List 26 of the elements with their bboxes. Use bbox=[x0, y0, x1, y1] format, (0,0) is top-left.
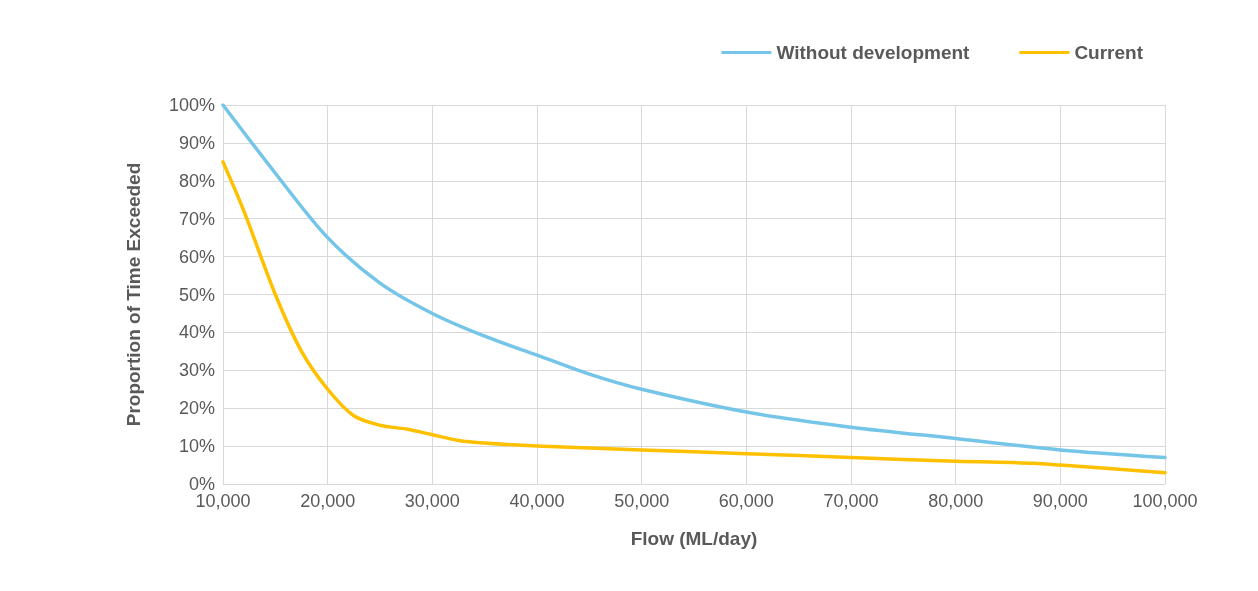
x-axis-title: Flow (ML/day) bbox=[630, 528, 758, 549]
x-tick-label: 20,000 bbox=[300, 491, 356, 511]
y-tick-label: 70% bbox=[178, 208, 215, 229]
x-tick-label: 90,000 bbox=[1032, 491, 1088, 511]
legend-label: Without development bbox=[776, 42, 971, 63]
y-tick-label: 30% bbox=[178, 360, 215, 381]
y-tick-label: 40% bbox=[178, 322, 215, 343]
y-tick-label: 10% bbox=[178, 436, 215, 457]
x-tick-label: 10,000 bbox=[195, 491, 251, 511]
x-tick-label: 100,000 bbox=[1132, 491, 1198, 511]
y-tick-label: 60% bbox=[178, 246, 215, 267]
line-series bbox=[221, 160, 1167, 475]
x-tick-label: 30,000 bbox=[404, 491, 460, 511]
y-tick-label: 50% bbox=[178, 284, 215, 305]
y-tick-label: 100% bbox=[168, 95, 215, 115]
x-tick-label: 80,000 bbox=[928, 491, 984, 511]
x-tick-label: 70,000 bbox=[823, 491, 879, 511]
x-tick-label: 50,000 bbox=[614, 491, 670, 511]
x-tick-label: 60,000 bbox=[718, 491, 774, 511]
y-tick-label: 0% bbox=[188, 474, 215, 494]
y-tick-label: 80% bbox=[178, 170, 215, 191]
y-tick-label: 20% bbox=[178, 398, 215, 419]
x-tick-label: 40,000 bbox=[509, 491, 565, 511]
y-tick-label: 90% bbox=[178, 132, 215, 153]
legend-label: Current bbox=[1074, 42, 1144, 63]
y-axis-title: Proportion of Time Exceeded bbox=[123, 162, 144, 427]
